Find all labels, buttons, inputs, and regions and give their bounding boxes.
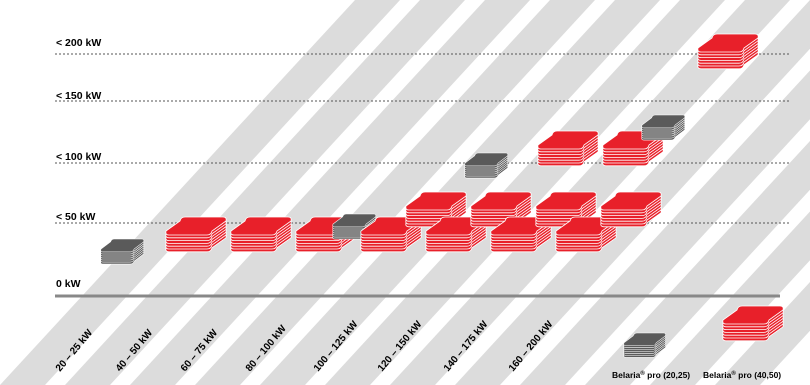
gray-unit-stack [464, 152, 509, 179]
column-stripe [520, 70, 810, 385]
gray-unit-stack [100, 238, 145, 265]
legend-gray-unit-icon [623, 332, 666, 358]
column-stripe [195, 0, 595, 385]
column-stripe [715, 281, 810, 385]
red-unit-stack [602, 130, 664, 167]
power-label-150: < 150 kW [56, 90, 101, 102]
red-unit-stack [230, 216, 292, 253]
power-label-0: 0 kW [56, 278, 81, 290]
red-unit-stack [425, 216, 487, 253]
column-stripe [0, 0, 400, 385]
legend-gray-label: Belaria® pro (20,25) [612, 370, 690, 380]
power-label-200: < 200 kW [56, 37, 101, 49]
power-label-50: < 50 kW [56, 211, 95, 223]
column-stripe [65, 0, 465, 385]
power-label-100: < 100 kW [56, 151, 101, 163]
legend-red-unit-icon [722, 305, 784, 342]
power-axis-labels: < 200 kW < 150 kW < 100 kW < 50 kW 0 kW [56, 37, 101, 290]
gray-unit-stack [641, 114, 686, 141]
power-gridlines [55, 53, 790, 224]
legend: Belaria® pro (20,25) Belaria® pro (40,50… [612, 305, 784, 380]
red-unit-stack [165, 216, 227, 253]
red-unit-stack [600, 191, 662, 228]
legend-red-unit [722, 305, 784, 342]
column-stripe [650, 211, 810, 385]
unit-stacks [100, 33, 759, 265]
column-stripe [585, 140, 810, 385]
red-unit-stack [537, 130, 599, 167]
legend-gray-unit [623, 332, 666, 358]
red-unit-stack [697, 33, 759, 70]
legend-red-label: Belaria® pro (40,50) [703, 370, 781, 380]
column-stripe [130, 0, 530, 385]
